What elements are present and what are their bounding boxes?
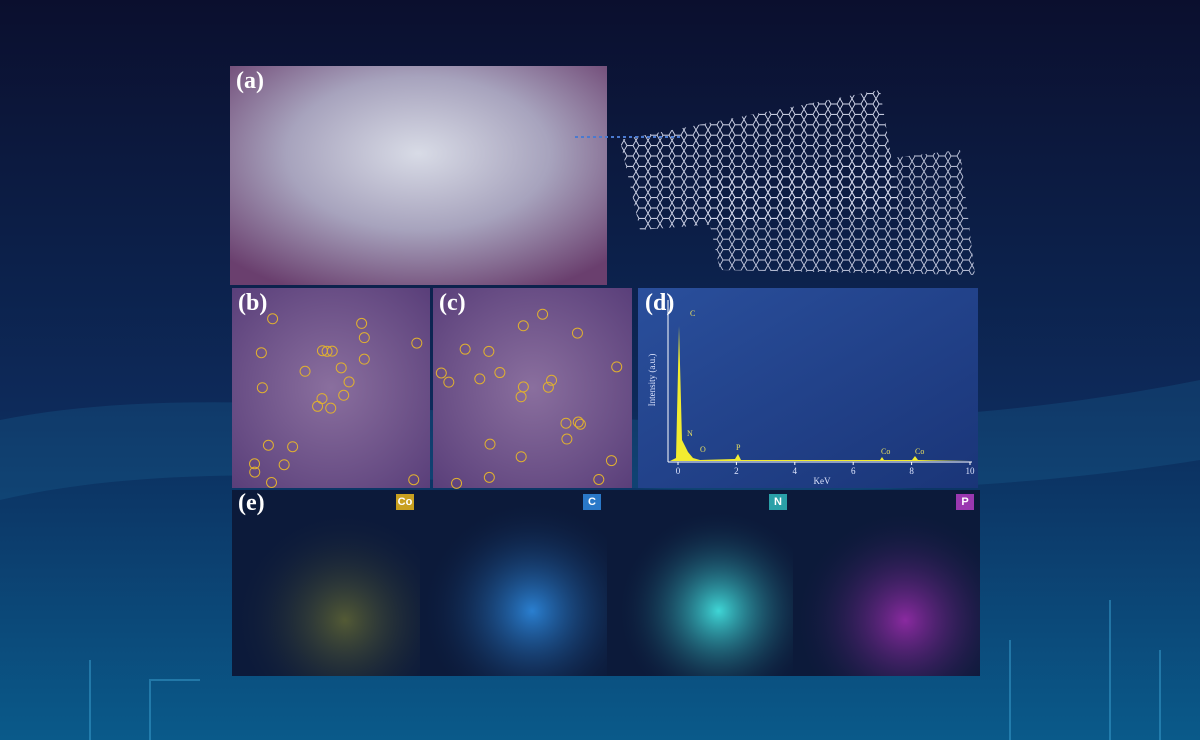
x-tick-label: 8 bbox=[909, 466, 914, 476]
panel-label: (a) bbox=[236, 68, 264, 94]
particle-marker bbox=[267, 313, 279, 325]
element-map-signal bbox=[793, 490, 980, 676]
particle-marker bbox=[483, 345, 495, 357]
peak-label: Co bbox=[881, 447, 890, 456]
peak-label: O bbox=[700, 445, 706, 454]
particle-marker bbox=[561, 433, 573, 445]
particle-marker bbox=[408, 474, 420, 486]
particle-marker bbox=[546, 374, 558, 386]
particle-marker bbox=[517, 381, 529, 393]
sem-image bbox=[230, 66, 607, 285]
peak-label: P bbox=[736, 443, 741, 452]
particle-marker bbox=[571, 327, 583, 339]
particle-marker bbox=[572, 416, 584, 428]
y-axis-title: Intensity (a.u.) bbox=[647, 354, 657, 407]
particle-marker bbox=[517, 320, 529, 332]
tem-image bbox=[433, 288, 632, 488]
element-map-signal bbox=[232, 490, 420, 676]
particle-marker bbox=[316, 345, 328, 357]
element-map-signal bbox=[420, 490, 607, 676]
circuit-lines bbox=[89, 600, 1161, 740]
particle-marker bbox=[262, 439, 274, 451]
panel-label: (e) bbox=[238, 490, 265, 516]
particle-marker bbox=[435, 367, 447, 379]
particle-marker bbox=[358, 353, 370, 365]
x-tick-label: 10 bbox=[966, 466, 976, 476]
x-axis-title: KeV bbox=[814, 476, 831, 486]
particle-marker bbox=[411, 337, 423, 349]
particle-marker bbox=[278, 459, 290, 471]
particle-marker bbox=[358, 332, 370, 344]
particle-marker bbox=[249, 458, 261, 470]
particle-marker bbox=[483, 471, 495, 483]
x-tick-label: 4 bbox=[793, 466, 798, 476]
particle-marker bbox=[443, 376, 455, 388]
element-tag: Co bbox=[398, 496, 413, 508]
x-tick-label: 6 bbox=[851, 466, 856, 476]
particle-marker bbox=[266, 476, 278, 488]
particle-marker bbox=[451, 477, 463, 489]
peak-label: C bbox=[690, 309, 695, 318]
particle-marker bbox=[299, 365, 311, 377]
particle-marker bbox=[256, 382, 268, 394]
particle-marker bbox=[249, 466, 261, 478]
particle-marker bbox=[515, 451, 527, 463]
panel-label: (d) bbox=[645, 290, 674, 316]
particle-marker bbox=[611, 361, 623, 373]
peak-label: Co bbox=[915, 447, 924, 456]
particle-marker bbox=[287, 441, 299, 453]
particle-marker bbox=[474, 373, 486, 385]
peak-label: N bbox=[687, 429, 693, 438]
panel-label: (c) bbox=[439, 290, 466, 316]
eds-panel bbox=[638, 288, 978, 488]
particle-marker bbox=[459, 343, 471, 355]
particle-markers bbox=[249, 308, 623, 489]
particle-marker bbox=[537, 308, 549, 320]
particle-marker bbox=[560, 417, 572, 429]
particle-marker bbox=[325, 402, 337, 414]
x-tick-label: 0 bbox=[676, 466, 681, 476]
element-tag: P bbox=[961, 496, 968, 508]
particle-marker bbox=[321, 345, 333, 357]
particle-marker bbox=[335, 362, 347, 374]
element-tag-box bbox=[396, 494, 414, 510]
element-map-signal bbox=[607, 490, 793, 676]
particle-marker bbox=[593, 473, 605, 485]
particle-marker bbox=[338, 389, 350, 401]
particle-marker bbox=[605, 455, 617, 467]
element-tag-box bbox=[956, 494, 974, 510]
element-tag-box bbox=[769, 494, 787, 510]
particle-marker bbox=[312, 400, 324, 412]
element-tag: N bbox=[774, 496, 782, 508]
particle-marker bbox=[484, 438, 496, 450]
tem-image bbox=[232, 288, 430, 488]
element-tag-box bbox=[583, 494, 601, 510]
panel-label: (b) bbox=[238, 290, 267, 316]
particle-marker bbox=[542, 381, 554, 393]
graphene-model bbox=[575, 90, 975, 275]
x-tick-label: 2 bbox=[734, 466, 739, 476]
particle-marker bbox=[343, 376, 355, 388]
particle-marker bbox=[574, 418, 586, 430]
element-tag: C bbox=[588, 496, 596, 508]
particle-marker bbox=[255, 347, 267, 359]
particle-marker bbox=[356, 317, 368, 329]
particle-marker bbox=[494, 367, 506, 379]
